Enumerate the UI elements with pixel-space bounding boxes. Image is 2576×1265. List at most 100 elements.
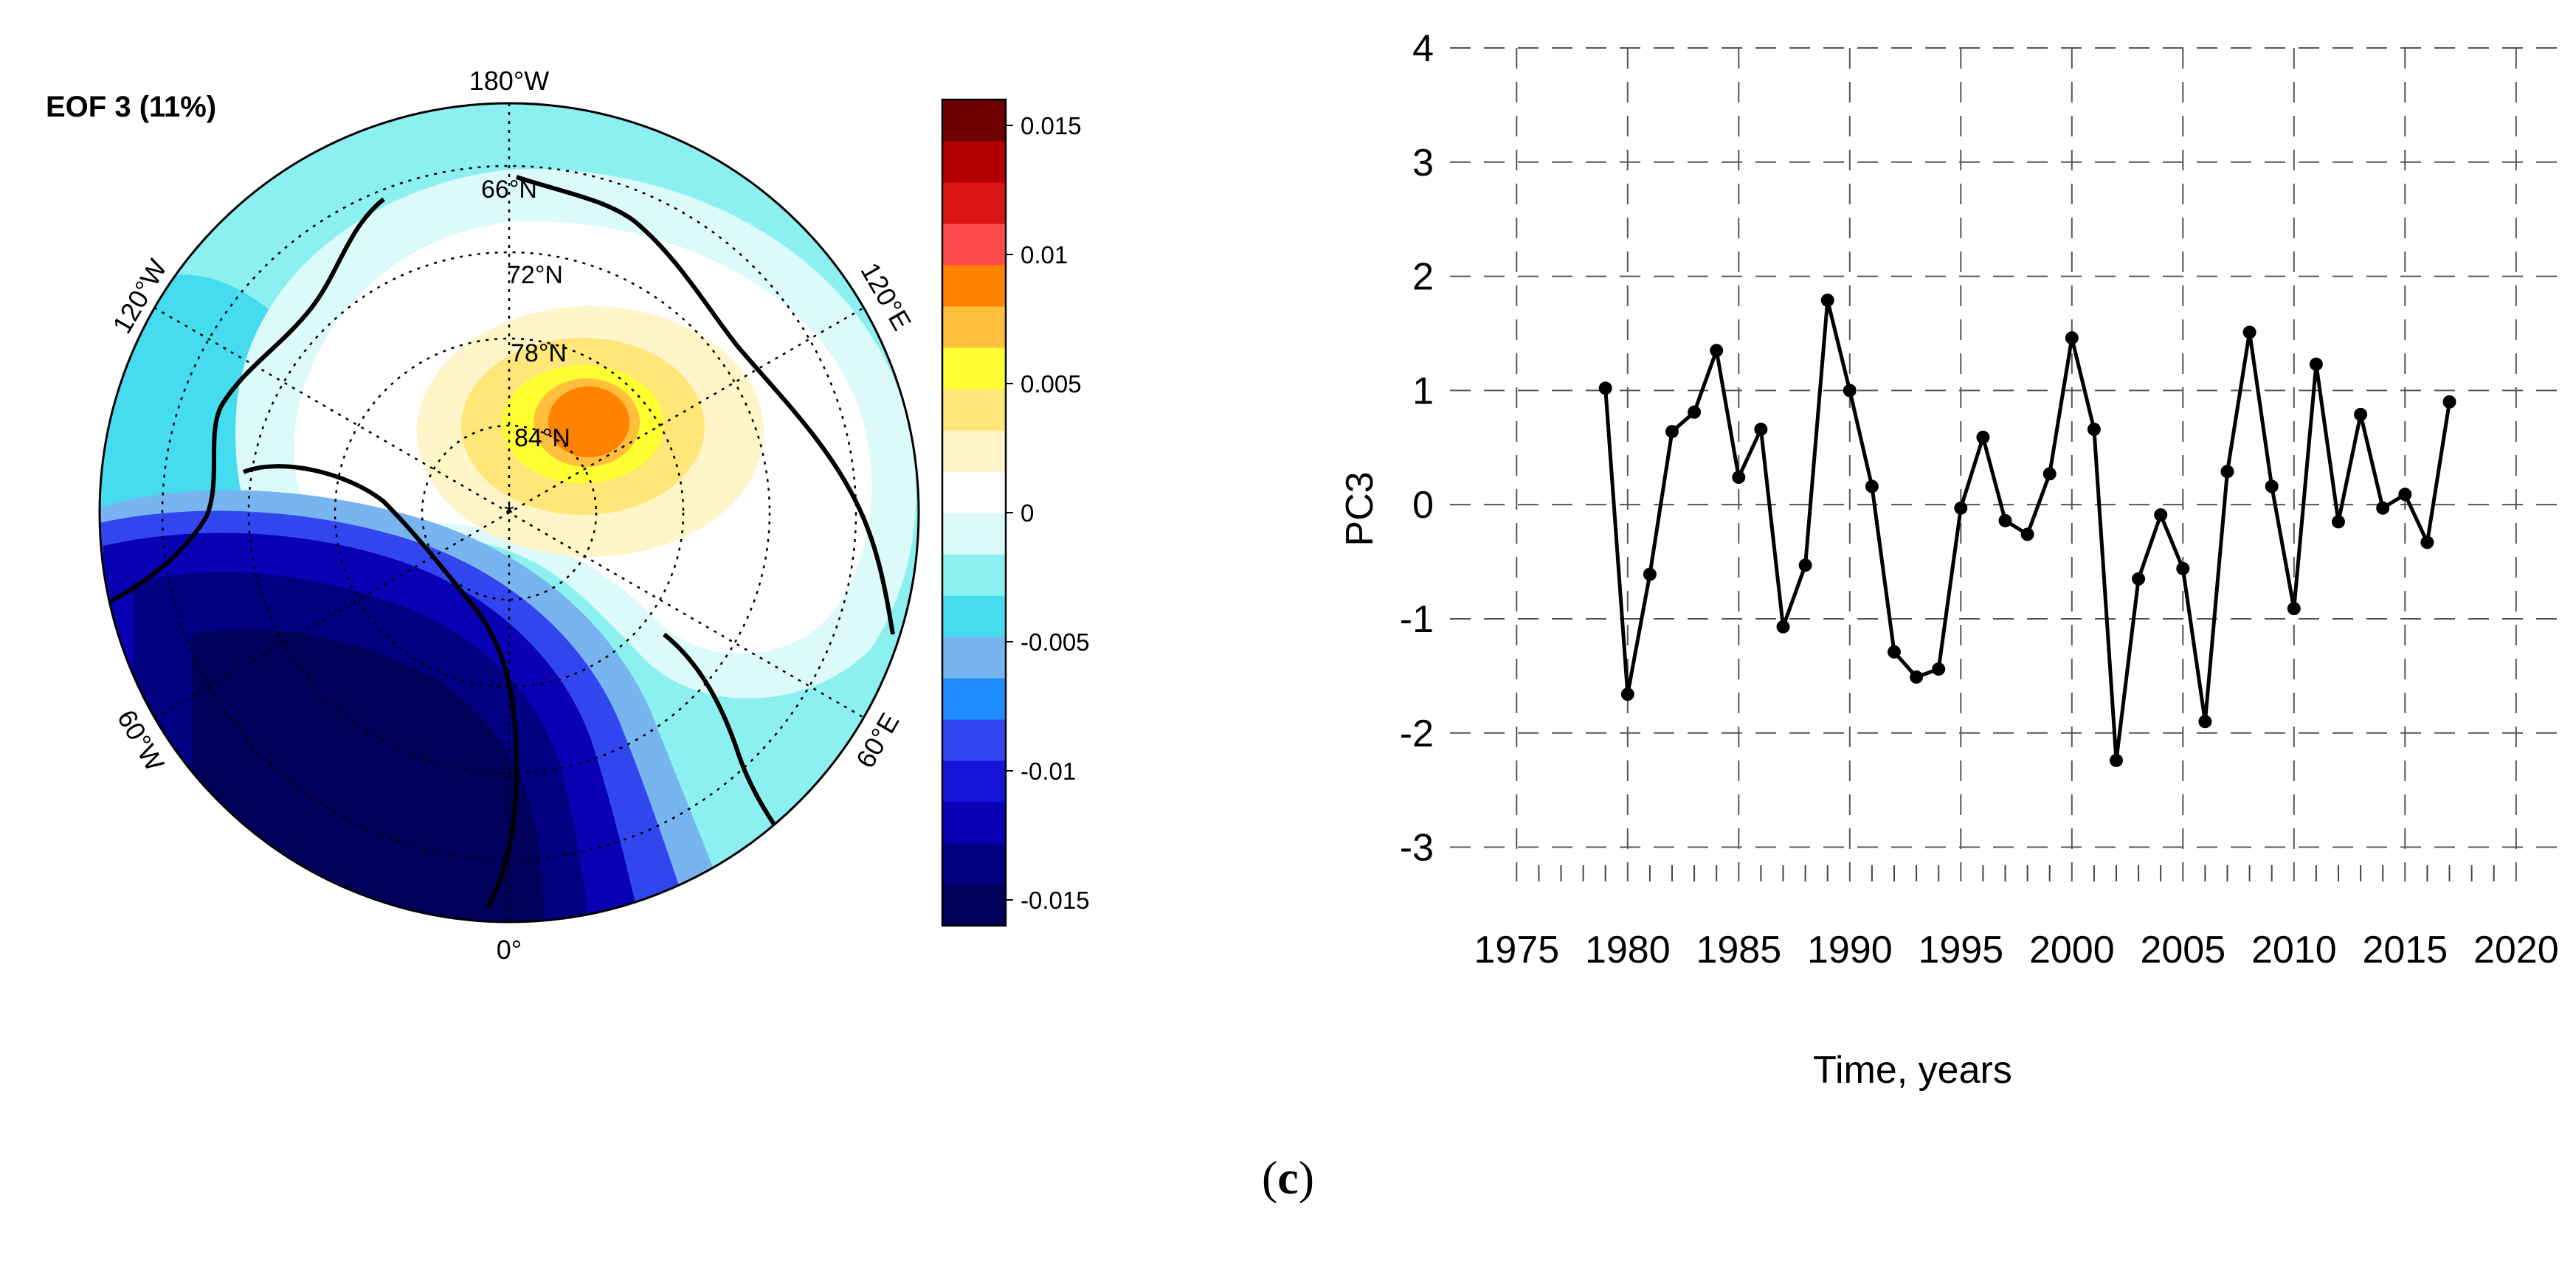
pc3-data-point [2065,331,2079,345]
pc3-data-point [2309,357,2323,371]
colorbar-segment [942,843,1006,885]
graticule [153,103,865,922]
pc3-series [1598,294,2456,767]
pc3-data-point [2265,479,2279,493]
pc3-data-point [2398,488,2412,502]
pc3-data-point [1910,670,1924,684]
colorbar-segment [942,760,1006,803]
pc3-data-point [2376,501,2390,515]
pc3-data-point [1888,645,1901,659]
x-tick-label: 1990 [1807,929,1893,971]
pc3-data-point [1754,423,1768,437]
y-tick-label: -3 [1400,827,1434,870]
coastline-siberia [516,175,895,635]
pc3-data-point [1688,405,1702,419]
caption-letter: c [1277,1151,1299,1204]
map-title: EOF 3 (11%) [46,91,216,123]
pc3-data-point [1820,294,1834,308]
y-tick-label: 2 [1412,256,1434,299]
pc3-line-chart: -3 -2 -1 0 1 2 3 4 1975 1980 1985 1990 1995 2000 2005 2… [1339,27,2561,1092]
x-tick-label: 2015 [2362,929,2448,971]
pc3-data-point [2442,395,2456,409]
pc3-data-point [1776,620,1790,634]
pc3-data-point [2220,465,2234,479]
colorbar-segment [942,100,1006,142]
colorbar-segment [942,802,1006,844]
pole-marker: * [504,499,514,527]
colorbar-segment [942,347,1006,389]
colorbar-tick-label: 0 [1021,499,1034,527]
x-tick-label: 1975 [1474,929,1559,971]
colorbar-tick-label: 0.005 [1021,370,1082,398]
colorbar-segment [942,471,1006,513]
colorbar: 0.015 0.01 0.005 0 -0.005 -0.01 -0.015 [941,98,1090,927]
pc3-data-point [1843,384,1857,398]
pc3-data-point [2132,572,2146,586]
pc3-data-point [2043,467,2057,481]
colorbar-segment [942,306,1006,348]
y-tick-label: -2 [1400,713,1434,755]
x-tick-label: 2005 [2140,929,2225,971]
y-tick-label: 0 [1412,484,1434,527]
pc3-data-point [1932,662,1946,676]
colorbar-segment [942,678,1006,720]
y-tick-label: 1 [1412,370,1434,412]
pc3-data-point [2287,602,2301,616]
colorbar-segment [942,595,1006,637]
axes: -3 -2 -1 0 1 2 3 4 1975 1980 1985 1990 1995 2000 2005 2… [1400,27,2559,971]
lon-label-0: 0° [497,935,522,965]
x-tick-label: 1980 [1585,929,1671,971]
pc3-data-point [2354,407,2368,421]
polar-eof-map: EOF 3 (11%) [46,66,1090,965]
pc3-data-point [1643,567,1657,581]
pc3-data-point [2332,515,2345,529]
pc3-data-point [2176,561,2190,575]
y-tick-label: -1 [1400,598,1434,641]
colorbar-segment [942,513,1006,555]
colorbar-tick-label: -0.01 [1021,758,1076,785]
pc3-data-point [2020,527,2034,541]
colorbar-segment [942,141,1006,183]
pc3-data-point [1620,687,1634,701]
colorbar-segment [942,719,1006,761]
pc3-data-point [2087,423,2101,437]
pc3-data-point [1798,558,1812,572]
colorbar-segment [942,430,1006,472]
map-frame [98,102,920,923]
pc3-data-point [1598,381,1612,395]
colorbar-segment [942,637,1006,679]
colorbar-segment [942,389,1006,431]
pc3-data-point [2154,508,2168,522]
pc3-data-point [1710,344,1724,358]
coastline-greenland [242,464,519,909]
pc3-data-point [1954,501,1968,515]
y-tick-label: 4 [1412,27,1434,70]
x-tick-label: 1995 [1918,929,2003,971]
pc3-data-point [1865,479,1879,493]
lat-label-84n: 84°N [514,424,570,452]
figure-caption: (c) [1261,1151,1315,1204]
pc3-data-point [1976,430,1990,444]
pc3-data-point [2242,325,2256,339]
coastline-north-america [102,197,385,607]
colorbar-segment [942,265,1006,307]
colorbar-segment [942,884,1006,926]
lat-label-72n: 72°N [507,261,563,289]
colorbar-tick-label: 0.015 [1021,112,1082,139]
positive-anomaly-peak [548,387,629,457]
x-axis-label: Time, years [1813,1049,2012,1092]
y-axis-label: PC3 [1339,471,1381,546]
grid [1450,47,2561,881]
colorbar-tick-label: -0.015 [1021,887,1090,914]
eof-map-panel: EOF 3 (11%) [0,0,1151,1180]
lon-label-180w: 180°W [469,66,549,96]
y-tick-label: 3 [1412,142,1434,184]
pc3-data-point [2198,715,2212,729]
colorbar-segment [942,223,1006,266]
lat-label-78n: 78°N [511,339,567,367]
pc3-data-point [2420,536,2434,550]
pc3-data-point [2110,753,2123,767]
x-tick-label: 1985 [1696,929,1781,971]
pc-timeseries-panel: -3 -2 -1 0 1 2 3 4 1975 1980 1985 1990 1995 2000 2005 2… [1151,0,2576,1180]
pc3-data-point [1732,471,1746,485]
